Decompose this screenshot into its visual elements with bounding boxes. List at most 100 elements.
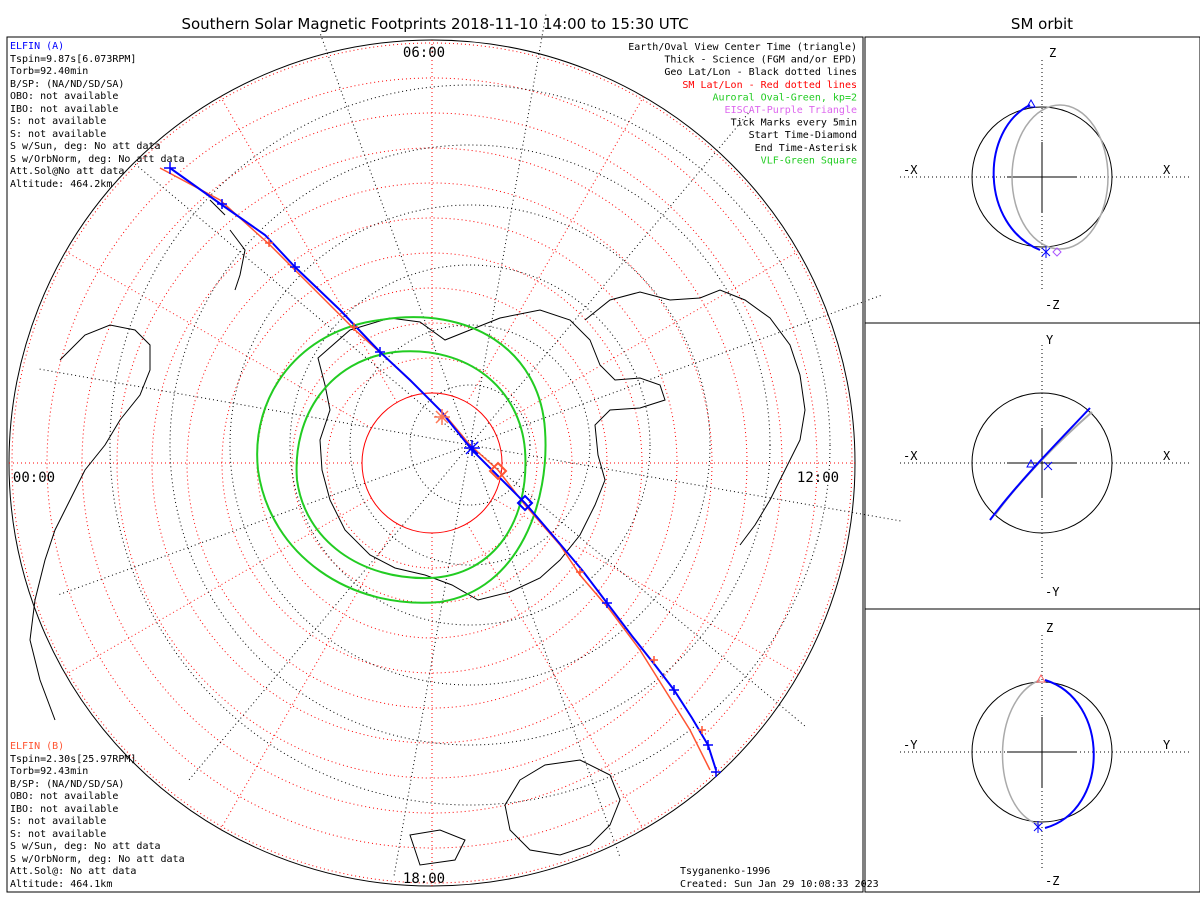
orbit-view-triangle <box>1036 673 1046 683</box>
geo-meridian <box>469 444 904 522</box>
auroral-oval <box>256 316 547 604</box>
track-elfin-a-line <box>169 167 717 771</box>
elfin-a-line: IBO: not available <box>10 104 118 115</box>
orbit-title: SM orbit <box>1011 15 1073 33</box>
elfin-a-info: ELFIN (A) Tspin=9.87s[6.073RPM] Torb=92.… <box>10 41 185 190</box>
elfin-b-ticks <box>265 239 706 734</box>
elfin-a-line: B/SP: (NA/ND/SD/SA) <box>10 79 124 90</box>
orbit-label-top: Z <box>1049 46 1056 60</box>
orbit-panel-xz: Z -Z -X X <box>900 46 1190 312</box>
geo-meridian <box>36 368 471 446</box>
orbit-start-diamond <box>1052 247 1062 257</box>
elfin-b-line: S w/OrbNorm, deg: No att data <box>10 854 185 865</box>
mlt-label-left: 00:00 <box>13 470 55 486</box>
geo-meridian <box>469 294 884 446</box>
track-elfin-b-line <box>159 167 711 771</box>
sm-lat-circle <box>151 182 713 744</box>
orbit-label-top: Y <box>1046 333 1054 347</box>
elfin-b-line: Torb=92.43min <box>10 766 88 777</box>
legend-item: End Time-Asterisk <box>755 143 857 154</box>
orbit-panel-yz: Z -Z -Y Y <box>900 621 1190 888</box>
elfin-a-line: Tspin=9.87s[6.073RPM] <box>10 54 136 65</box>
orbit-label-left: -Y <box>903 738 918 752</box>
elfin-b-line: IBO: not available <box>10 804 118 815</box>
orbit-label-bottom: -Z <box>1045 298 1059 312</box>
orbit-label-right: Y <box>1163 738 1171 752</box>
orbit-label-right: X <box>1163 163 1171 177</box>
elfin-a-line: OBO: not available <box>10 91 118 102</box>
elfin-a-line: Altitude: 464.2km <box>10 179 112 190</box>
elfin-b-line: S w/Sun, deg: No att data <box>10 841 161 852</box>
sm-lat-circle <box>46 77 818 849</box>
mlt-label-top: 06:00 <box>403 45 445 61</box>
orbit-panels: Z -Z -X X Y -Y -X X <box>864 36 1200 893</box>
elfin-a-ticks <box>217 199 721 777</box>
orbit-elfin-a <box>992 104 1041 251</box>
geo-meridian <box>469 11 547 446</box>
south-america-coast <box>584 289 806 546</box>
mlt-label-right: 12:00 <box>797 470 839 486</box>
orbit-label-bottom: -Y <box>1045 585 1060 599</box>
elfin-a-start-marker <box>164 162 176 174</box>
sm-meridian <box>220 96 398 403</box>
sm-meridian <box>492 251 799 429</box>
elfin-a-title: ELFIN (A) <box>10 41 64 52</box>
elfin-b-info: ELFIN (B) Tspin=2.30s[25.97RPM] Torb=92.… <box>10 741 185 890</box>
orbit-label-left: -X <box>903 163 918 177</box>
mlt-label-bottom: 18:00 <box>403 871 445 887</box>
earth-cross <box>1007 717 1077 787</box>
geo-meridian <box>469 444 621 859</box>
sm-meridian <box>466 96 644 403</box>
elfin-a-line: S: not available <box>10 129 106 140</box>
elfin-b-end-asterisk <box>434 409 450 425</box>
antarctica-coast <box>317 309 666 601</box>
elfin-b-line: S: not available <box>10 829 106 840</box>
model-label: Tsyganenko-1996 <box>680 866 770 877</box>
geo-meridian <box>56 444 471 596</box>
sm-meridian <box>466 523 644 830</box>
sm-lat-circle <box>11 42 853 884</box>
geo-meridian <box>186 444 471 783</box>
map-frame <box>6 36 864 893</box>
geo-lat-circle <box>289 264 651 626</box>
auroral-oval-inner <box>295 350 527 580</box>
sm-lat-circle <box>116 147 748 779</box>
coastlines <box>29 199 806 866</box>
elfin-a-line: S w/Sun, deg: No att data <box>10 141 161 152</box>
auroral-oval-outer <box>256 316 547 604</box>
elfin-a-line: Torb=92.40min <box>10 66 88 77</box>
page-title: Southern Solar Magnetic Footprints 2018-… <box>181 15 688 33</box>
earth-circle <box>971 106 1113 248</box>
elfin-b-line: OBO: not available <box>10 791 118 802</box>
orbit-panel-yz-frame <box>864 608 1200 893</box>
geo-meridian <box>132 161 471 446</box>
legend-item: Earth/Oval View Center Time (triangle) <box>628 42 857 53</box>
sm-meridian <box>65 251 372 429</box>
legend-item: SM Lat/Lon - Red dotted lines <box>682 80 857 91</box>
elfin-b-line: B/SP: (NA/ND/SD/SA) <box>10 779 124 790</box>
sm-grid <box>9 40 855 886</box>
elfin-b-line: S: not available <box>10 816 106 827</box>
orbit-label-right: X <box>1163 449 1171 463</box>
map-legend: Earth/Oval View Center Time (triangle) Th… <box>628 42 857 166</box>
sm-meridian <box>492 497 799 675</box>
geo-lat-circle <box>169 144 771 746</box>
sm-lat-circle <box>186 217 678 709</box>
track-elfin-a <box>169 167 717 771</box>
orbit-end-asterisk <box>1041 246 1051 258</box>
geo-grid <box>36 11 904 879</box>
orbit-view-triangle <box>1026 98 1036 108</box>
orbit-end-asterisk <box>1033 821 1043 833</box>
orbit-end-asterisk <box>1043 461 1053 471</box>
orbit-elfin-b <box>1001 679 1041 826</box>
sm-lat-circle <box>291 322 573 604</box>
sm-meridian <box>220 523 398 830</box>
geo-meridian <box>393 444 471 879</box>
track-tick-marks <box>217 199 721 777</box>
earth-cross <box>1007 142 1077 212</box>
geo-lat-circle <box>109 84 831 806</box>
earth-circle <box>971 392 1113 534</box>
orbit-label-top: Z <box>1046 621 1053 635</box>
elfin-a-end-asterisk <box>464 440 480 456</box>
legend-item: VLF-Green Square <box>761 155 857 166</box>
